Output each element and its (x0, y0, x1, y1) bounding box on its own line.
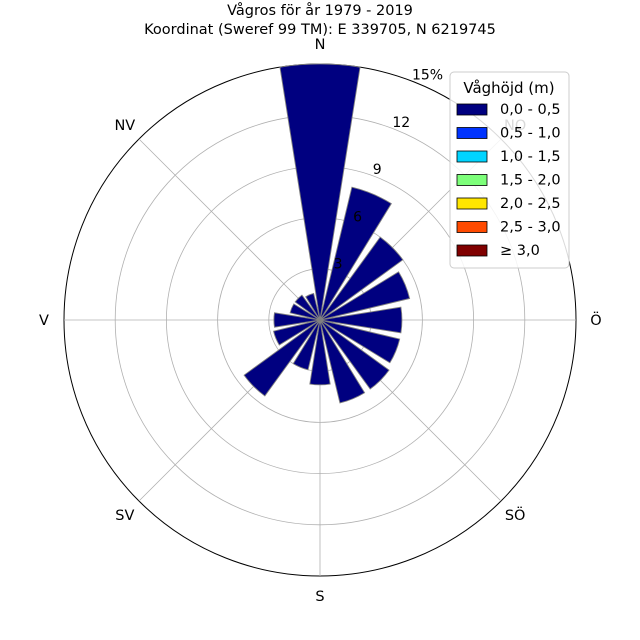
direction-label-7: NV (114, 118, 135, 134)
wave-bar-225 (243, 319, 321, 397)
direction-label-4: S (315, 589, 324, 605)
wave-bar-180 (309, 319, 331, 386)
wave-bars (243, 63, 411, 404)
legend-label: 1,0 - 1,5 (500, 149, 561, 165)
legend-swatch (456, 221, 488, 233)
radial-tick-labels: 3 6 9 12 15% (334, 67, 443, 272)
wave-bar-315 (294, 294, 321, 321)
legend-label: 1,5 - 2,0 (500, 173, 561, 189)
legend-title: Våghöjd (m) (463, 79, 554, 97)
direction-label-5: SV (115, 508, 134, 524)
direction-label-3: SÖ (505, 506, 526, 524)
legend-label: 0,0 - 0,5 (500, 102, 561, 118)
direction-label-6: V (39, 313, 49, 329)
radial-tick-label: 15% (412, 67, 443, 83)
wave-bar-202.5 (292, 319, 321, 371)
legend-swatch (456, 103, 488, 116)
legend-label: 2,5 - 3,0 (500, 220, 561, 236)
legend-label: 2,0 - 2,5 (500, 196, 561, 212)
wave-bar-135 (319, 319, 390, 390)
wave-bar-67.5 (319, 271, 411, 321)
wave-bar-292.5 (289, 303, 321, 321)
legend-swatch (456, 197, 488, 210)
chart-title: Vågros för år 1979 - 2019 (227, 2, 413, 19)
legend-label: 0,5 - 1,0 (500, 126, 561, 142)
legend-swatch (456, 174, 488, 186)
wave-bar-157.5 (319, 319, 366, 404)
legend-swatch (456, 244, 488, 257)
chart-subtitle: Koordinat (Sweref 99 TM): E 339705, N 62… (144, 22, 496, 38)
radial-tick-label: 6 (353, 209, 362, 225)
direction-label-2: Ö (590, 311, 601, 329)
wave-bar-247.5 (272, 319, 321, 346)
radial-tick-label: 3 (334, 257, 343, 273)
legend-items: 0,0 - 0,5 0,5 - 1,0 1,0 - 1,5 1,5 - 2,0 2,0 … (456, 102, 561, 259)
legend-frame (449, 71, 570, 269)
direction-label-0: N (315, 37, 326, 53)
wave-bar-270 (273, 312, 321, 328)
grid-spoke (138, 138, 321, 321)
legend-swatch (456, 127, 488, 139)
wave-bar-337.5 (305, 292, 321, 321)
radial-tick-label: 12 (392, 115, 410, 131)
wave-bar-0 (279, 63, 361, 321)
wave-bar-22.5 (319, 186, 392, 321)
radial-tick-label: 9 (373, 162, 382, 178)
wave-bar-90 (319, 306, 403, 334)
legend-label: ≥ 3,0 (500, 243, 540, 259)
wave-bar-112.5 (319, 319, 401, 364)
legend: Våghöjd (m) 0,0 - 0,5 0,5 - 1,0 1,0 - 1,5 1… (449, 71, 570, 269)
wave-bar-45 (319, 236, 404, 321)
legend-swatch (456, 150, 488, 163)
